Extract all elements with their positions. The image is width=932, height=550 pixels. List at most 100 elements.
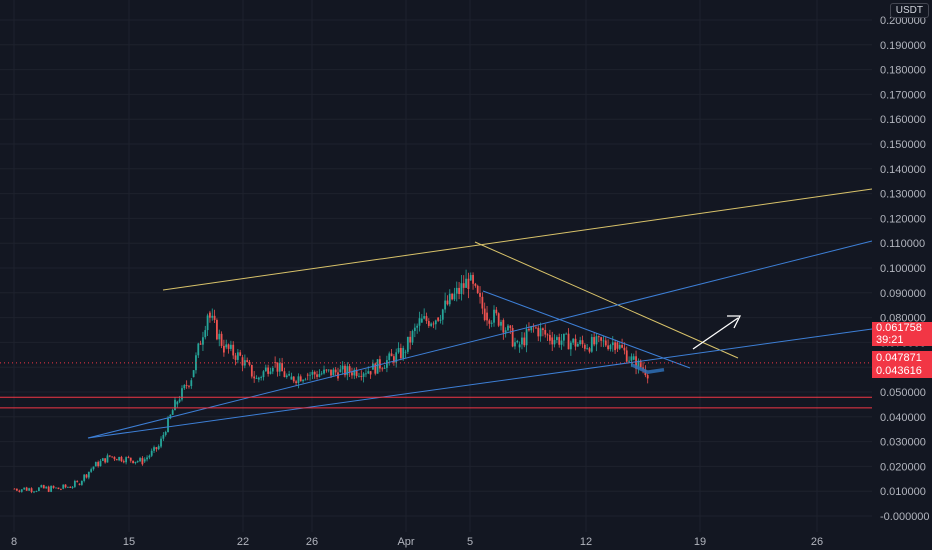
candle-body — [604, 340, 607, 346]
candle-body — [248, 361, 251, 365]
price-tick-label: 0.040000 — [880, 412, 926, 424]
candle-body — [218, 333, 221, 340]
candle-body — [37, 487, 40, 492]
candle-body — [69, 486, 72, 488]
candle-body — [481, 296, 484, 309]
candle-body — [497, 313, 500, 326]
candle-body — [134, 461, 137, 464]
candle-body — [50, 485, 53, 492]
candle-body — [600, 337, 603, 341]
candle-body — [257, 377, 260, 380]
candle-body — [274, 362, 277, 364]
candle-body — [549, 334, 551, 341]
candle-body — [64, 484, 67, 488]
candle-body — [451, 293, 453, 300]
candle-body — [76, 480, 79, 482]
candle-body — [255, 378, 258, 379]
candle-body — [80, 480, 83, 485]
candle-body — [113, 456, 116, 460]
price-tick-label: 0.100000 — [880, 263, 926, 275]
candle-body — [174, 399, 176, 411]
price-tick-label: 0.110000 — [880, 238, 925, 250]
candle-body — [486, 312, 488, 321]
projection-path — [630, 363, 665, 374]
candle-body — [141, 458, 144, 465]
candle-body — [162, 434, 165, 439]
candle-body — [192, 370, 195, 378]
candle-body — [241, 357, 244, 366]
candle-body — [35, 491, 38, 492]
level-tag-2: 0.043616 — [872, 364, 932, 378]
candle-body — [167, 418, 169, 433]
candle-body — [511, 328, 514, 347]
candle-body — [392, 356, 395, 363]
candle-body — [341, 365, 344, 370]
candle-body — [509, 325, 512, 329]
candle-body — [507, 325, 509, 331]
candle-body — [406, 336, 409, 352]
candle-body — [346, 366, 349, 376]
candle-body — [260, 377, 263, 378]
candle-body — [195, 355, 197, 371]
candle-body — [502, 320, 505, 333]
candle-body — [476, 285, 479, 293]
trendline — [482, 290, 691, 369]
candle-body — [472, 274, 474, 284]
candle-body — [148, 455, 151, 458]
candle-body — [169, 414, 172, 419]
candle-body — [439, 319, 442, 321]
candle-body — [490, 322, 493, 324]
candle-body — [236, 352, 239, 360]
candle-body — [106, 455, 109, 463]
candle-body — [118, 456, 121, 461]
candle-body — [434, 320, 437, 325]
candle-body — [276, 362, 279, 372]
currency-badge[interactable]: USDT — [889, 3, 929, 18]
candle-body — [120, 456, 123, 462]
candle-body — [213, 315, 216, 320]
candle-body — [97, 462, 100, 467]
level-tag-1: 0.047871 — [872, 351, 932, 365]
candle-body — [467, 278, 470, 289]
time-tick-label: Apr — [397, 536, 414, 548]
candle-body — [623, 347, 626, 351]
candle-body — [441, 309, 444, 320]
candle-body — [181, 388, 183, 400]
candle-body — [25, 487, 28, 491]
time-tick-label: 22 — [237, 536, 249, 548]
price-axis[interactable]: 0.200000 0.190000 0.180000 0.170000 0.160000… — [872, 0, 932, 550]
candles — [13, 269, 649, 494]
candle-body — [614, 342, 616, 351]
candle-body — [500, 321, 502, 326]
trendline — [162, 188, 873, 291]
candle-body — [316, 374, 318, 377]
candle-body — [562, 333, 565, 341]
candle-body — [458, 287, 460, 294]
candle-body — [78, 483, 81, 485]
candle-body — [574, 338, 577, 347]
horizontal-levels — [0, 362, 872, 409]
time-axis[interactable]: 8 15 22 26 Apr 5 12 19 26 — [0, 532, 932, 550]
candle-body — [127, 457, 130, 458]
candle-body — [139, 458, 141, 462]
candle-body — [395, 352, 398, 363]
candle-body — [250, 364, 253, 377]
candle-body — [30, 488, 33, 493]
price-tick-label: 0.090000 — [880, 288, 926, 300]
candle-body — [190, 380, 193, 387]
candle-body — [369, 371, 372, 375]
candle-body — [388, 353, 391, 361]
candle-body — [588, 348, 591, 352]
candle-body — [183, 385, 186, 389]
candle-body — [330, 369, 332, 376]
candle-body — [285, 375, 288, 378]
candle-body — [216, 319, 218, 340]
candle-body — [425, 316, 428, 321]
candle-body — [628, 360, 630, 362]
candle-body — [637, 360, 640, 369]
candle-body — [362, 373, 365, 377]
candle-body — [544, 330, 547, 335]
time-tick-label: 19 — [694, 536, 706, 548]
candle-body — [493, 309, 495, 323]
